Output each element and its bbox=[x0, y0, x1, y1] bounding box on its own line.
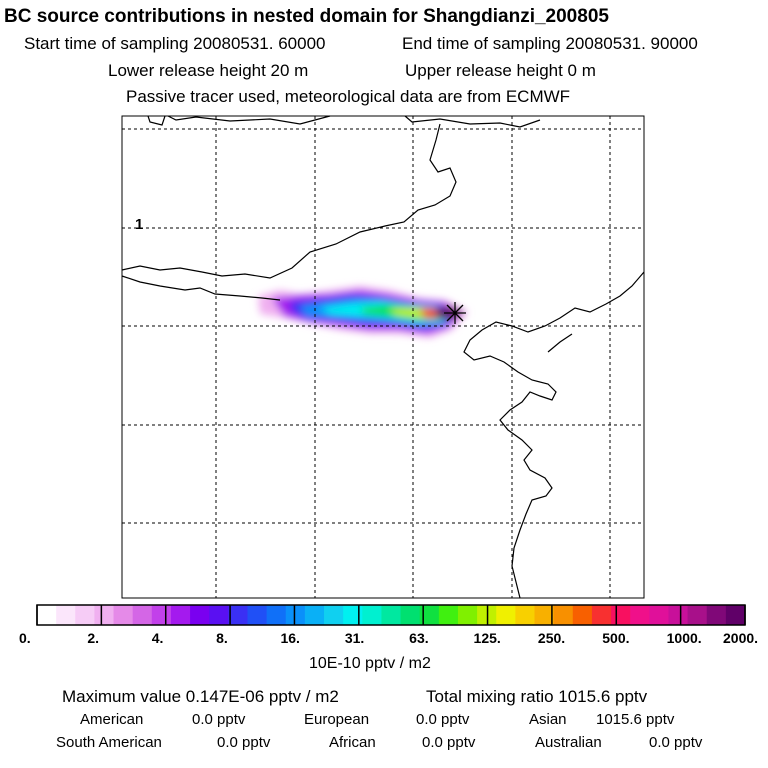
colorbar-cell bbox=[266, 605, 287, 625]
colorbar-cell bbox=[725, 605, 746, 625]
lower-height-label: Lower release height 20 m bbox=[108, 61, 309, 80]
american-value: 0.0 pptv bbox=[192, 711, 246, 728]
colorbar-tick-label: 250. bbox=[538, 630, 565, 646]
asian-label: Asian bbox=[529, 711, 567, 728]
colorbar-cell bbox=[553, 605, 574, 625]
colorbar-cell bbox=[496, 605, 516, 625]
colorbar-unit: 10E-10 pptv / m2 bbox=[309, 655, 431, 672]
colorbar-cell bbox=[687, 605, 708, 625]
colorbar-cell bbox=[209, 605, 229, 625]
colorbar-cell bbox=[362, 605, 383, 625]
african-value: 0.0 pptv bbox=[422, 734, 476, 751]
colorbar-cell bbox=[151, 605, 172, 625]
south-american-value: 0.0 pptv bbox=[217, 734, 271, 751]
colorbar-cell bbox=[132, 605, 153, 625]
colorbar-cell bbox=[190, 605, 210, 625]
colorbar-cell bbox=[572, 605, 593, 625]
colorbar-cell bbox=[591, 605, 612, 625]
colorbar-cell bbox=[324, 605, 344, 625]
upper-height-label: Upper release height 0 m bbox=[405, 61, 596, 80]
colorbar-cell bbox=[56, 605, 76, 625]
colorbar-cell bbox=[534, 605, 555, 625]
coastline-bohai bbox=[547, 333, 573, 353]
european-label: European bbox=[304, 711, 370, 728]
colorbar-cell bbox=[343, 605, 363, 625]
colorbar-cell bbox=[611, 605, 631, 625]
colorbar-cell bbox=[285, 605, 306, 625]
coastline-east bbox=[463, 271, 645, 599]
colorbar-cell bbox=[457, 605, 478, 625]
border-inner bbox=[121, 275, 281, 301]
colorbar-cell bbox=[630, 605, 650, 625]
colorbar-tick-label: 16. bbox=[280, 630, 299, 646]
maximum-value: Maximum value 0.147E-06 pptv / m2 bbox=[62, 687, 339, 706]
colorbar-tick-label: 2000. bbox=[723, 630, 758, 646]
colorbar-tick-label: 63. bbox=[409, 630, 428, 646]
colorbar-cell bbox=[75, 605, 96, 625]
african-label: African bbox=[329, 734, 376, 751]
australian-value: 0.0 pptv bbox=[649, 734, 703, 751]
plume-group bbox=[258, 286, 468, 338]
border-lake bbox=[147, 115, 166, 126]
colorbar-cell bbox=[515, 605, 536, 625]
start-time-label: Start time of sampling 20080531. 60000 bbox=[24, 34, 326, 53]
colorbar-tick-label: 0. bbox=[19, 630, 31, 646]
grid-lines bbox=[122, 116, 644, 598]
colorbar-cell bbox=[247, 605, 268, 625]
map-grid-label: 1 bbox=[135, 216, 143, 233]
colorbar-tick-label: 8. bbox=[216, 630, 228, 646]
end-time-label: End time of sampling 20080531. 90000 bbox=[402, 34, 698, 53]
south-american-label: South American bbox=[56, 734, 162, 751]
colorbar-cell bbox=[438, 605, 459, 625]
colorbar-tick-label: 1000. bbox=[667, 630, 702, 646]
colorbar-cell bbox=[170, 605, 191, 625]
colorbar-cell bbox=[94, 605, 115, 625]
colorbar-cell bbox=[400, 605, 421, 625]
australian-label: Australian bbox=[535, 734, 602, 751]
colorbar-tick-label: 31. bbox=[345, 630, 364, 646]
colorbar-cell bbox=[304, 605, 325, 625]
asian-value: 1015.6 pptv bbox=[596, 711, 675, 728]
total-mixing-ratio: Total mixing ratio 1015.6 pptv bbox=[426, 687, 648, 706]
colorbar-tick-label: 4. bbox=[152, 630, 164, 646]
page-title: BC source contributions in nested domain… bbox=[4, 6, 609, 27]
colorbar-cell bbox=[706, 605, 727, 625]
colorbar-cell bbox=[668, 605, 689, 625]
american-label: American bbox=[80, 711, 144, 728]
colorbar-cell bbox=[37, 605, 57, 625]
colorbar-cell bbox=[649, 605, 670, 625]
colorbar-tick-label: 125. bbox=[474, 630, 501, 646]
colorbar-cell bbox=[113, 605, 134, 625]
colorbar-cell bbox=[381, 605, 402, 625]
colorbar-tick-label: 2. bbox=[87, 630, 99, 646]
colorbar-labels: 0. 2. 4. 8. 16. 31. 63. 125. 250. 500. 1000. 2000. bbox=[19, 630, 758, 646]
border-mongolia bbox=[121, 123, 457, 279]
colorbar-tick-label: 500. bbox=[602, 630, 629, 646]
border-north-1 bbox=[167, 115, 331, 125]
map-frame bbox=[121, 115, 645, 599]
border-north-2 bbox=[404, 115, 541, 128]
colorbar bbox=[36, 604, 746, 626]
european-value: 0.0 pptv bbox=[416, 711, 470, 728]
colorbar-cell bbox=[228, 605, 249, 625]
tracer-note: Passive tracer used, meteorological data… bbox=[126, 87, 571, 106]
colorbar-cell bbox=[419, 605, 440, 625]
receptor-star-icon bbox=[444, 302, 466, 324]
coastlines bbox=[121, 115, 645, 599]
